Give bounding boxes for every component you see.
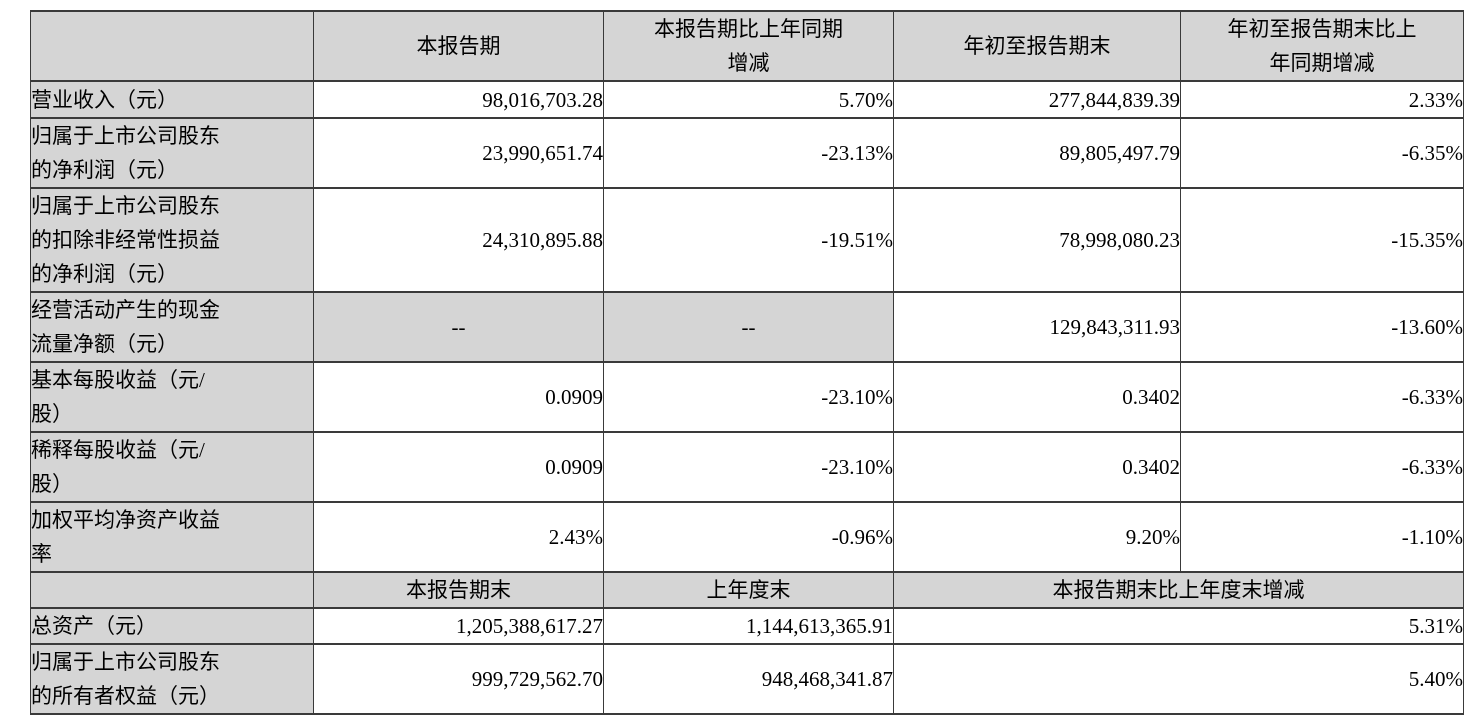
balance-header-row: 本报告期末 上年度末 本报告期末比上年度末增减 <box>30 571 1464 609</box>
value-ytd: 0.3402 <box>893 361 1181 433</box>
table-row-weighted-avg-roe: 加权平均净资产收益 率 2.43% -0.96% 9.20% -1.10% <box>30 501 1464 573</box>
value-ytd: 89,805,497.79 <box>893 117 1181 189</box>
financial-summary-table: 本报告期 本报告期比上年同期 增减 年初至报告期末 年初至报告期末比上 年同期增… <box>30 10 1464 715</box>
table-row-basic-eps: 基本每股收益（元/ 股） 0.0909 -23.10% 0.3402 -6.33… <box>30 361 1464 433</box>
metric-label: 稀释每股收益（元/ 股） <box>30 431 314 503</box>
value-ytd: 78,998,080.23 <box>893 187 1181 293</box>
table-row-total-assets: 总资产（元） 1,205,388,617.27 1,144,613,365.91… <box>30 607 1464 645</box>
metric-label: 基本每股收益（元/ 股） <box>30 361 314 433</box>
header-prev-year-end: 上年度末 <box>603 571 894 609</box>
header-current-period: 本报告期 <box>313 10 604 82</box>
value-ytd: 0.3402 <box>893 431 1181 503</box>
metric-label: 归属于上市公司股东 的扣除非经常性损益 的净利润（元） <box>30 187 314 293</box>
table-row-net-profit: 归属于上市公司股东 的净利润（元） 23,990,651.74 -23.13% … <box>30 117 1464 189</box>
value-yoy-change: -23.10% <box>603 361 894 433</box>
metric-label: 归属于上市公司股东 的所有者权益（元） <box>30 643 314 715</box>
value-yoy-change: 5.70% <box>603 80 894 119</box>
value-current-period-na: -- <box>313 291 604 363</box>
table-row-diluted-eps: 稀释每股收益（元/ 股） 0.0909 -23.10% 0.3402 -6.33… <box>30 431 1464 503</box>
header-ytd: 年初至报告期末 <box>893 10 1181 82</box>
value-ytd-yoy-change: -6.33% <box>1180 431 1464 503</box>
table-row-operating-revenue: 营业收入（元） 98,016,703.28 5.70% 277,844,839.… <box>30 80 1464 119</box>
header-period-end: 本报告期末 <box>313 571 604 609</box>
header-change-vs-prev-year-end: 本报告期末比上年度末增减 <box>893 571 1464 609</box>
table-row-net-profit-excl-nonrecurring: 归属于上市公司股东 的扣除非经常性损益 的净利润（元） 24,310,895.8… <box>30 187 1464 293</box>
value-current-period: 0.0909 <box>313 361 604 433</box>
value-current-period: 2.43% <box>313 501 604 573</box>
metric-label: 营业收入（元） <box>30 80 314 119</box>
value-yoy-change: -23.10% <box>603 431 894 503</box>
value-prev-year-end: 1,144,613,365.91 <box>603 607 894 645</box>
metric-label: 加权平均净资产收益 率 <box>30 501 314 573</box>
header-ytd-yoy: 年初至报告期末比上 年同期增减 <box>1180 10 1464 82</box>
table-row-operating-cash-flow: 经营活动产生的现金 流量净额（元） -- -- 129,843,311.93 -… <box>30 291 1464 363</box>
blank-header-cell <box>30 571 314 609</box>
value-ytd-yoy-change: -1.10% <box>1180 501 1464 573</box>
value-ytd-yoy-change: -6.33% <box>1180 361 1464 433</box>
value-ytd: 129,843,311.93 <box>893 291 1181 363</box>
value-change: 5.31% <box>893 607 1464 645</box>
value-ytd-yoy-change: 2.33% <box>1180 80 1464 119</box>
period-header-row: 本报告期 本报告期比上年同期 增减 年初至报告期末 年初至报告期末比上 年同期增… <box>30 10 1464 82</box>
value-current-period: 23,990,651.74 <box>313 117 604 189</box>
value-change: 5.40% <box>893 643 1464 715</box>
value-period-end: 1,205,388,617.27 <box>313 607 604 645</box>
metric-label: 总资产（元） <box>30 607 314 645</box>
value-ytd-yoy-change: -13.60% <box>1180 291 1464 363</box>
table-row-owners-equity: 归属于上市公司股东 的所有者权益（元） 999,729,562.70 948,4… <box>30 643 1464 715</box>
value-period-end: 999,729,562.70 <box>313 643 604 715</box>
value-yoy-change: -19.51% <box>603 187 894 293</box>
value-yoy-change: -23.13% <box>603 117 894 189</box>
header-current-period-yoy: 本报告期比上年同期 增减 <box>603 10 894 82</box>
blank-header-cell <box>30 10 314 82</box>
metric-label: 经营活动产生的现金 流量净额（元） <box>30 291 314 363</box>
value-current-period: 0.0909 <box>313 431 604 503</box>
value-ytd: 277,844,839.39 <box>893 80 1181 119</box>
value-current-period: 24,310,895.88 <box>313 187 604 293</box>
value-yoy-change-na: -- <box>603 291 894 363</box>
metric-label: 归属于上市公司股东 的净利润（元） <box>30 117 314 189</box>
value-current-period: 98,016,703.28 <box>313 80 604 119</box>
value-ytd-yoy-change: -15.35% <box>1180 187 1464 293</box>
value-ytd-yoy-change: -6.35% <box>1180 117 1464 189</box>
value-yoy-change: -0.96% <box>603 501 894 573</box>
value-prev-year-end: 948,468,341.87 <box>603 643 894 715</box>
value-ytd: 9.20% <box>893 501 1181 573</box>
